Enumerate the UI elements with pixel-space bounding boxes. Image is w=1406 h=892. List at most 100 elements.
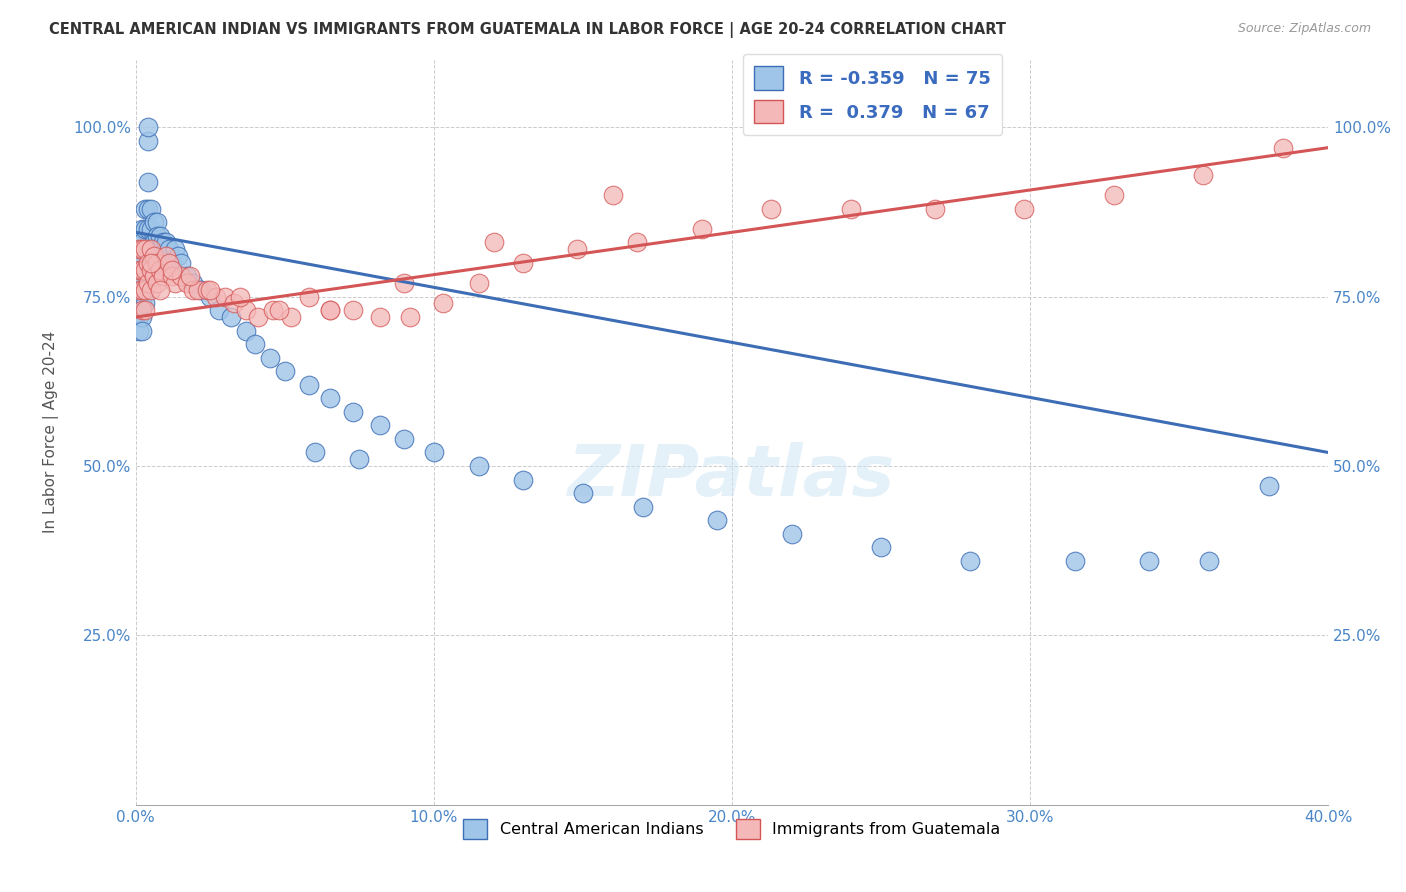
Point [128,296,150,310]
Point [166,249,188,263]
Point [134,242,156,256]
Point [1012,202,1035,216]
Point [631,500,654,514]
Point [870,541,893,555]
Text: ZIPatlas: ZIPatlas [568,442,896,511]
Point [399,310,422,324]
Legend: Central American Indians, Immigrants from Guatemala: Central American Indians, Immigrants fro… [457,813,1007,845]
Point [145,276,167,290]
Point [139,222,162,236]
Point [482,235,505,250]
Point [839,202,862,216]
Point [136,120,159,135]
Point [145,242,167,256]
Point [139,256,162,270]
Point [131,310,153,324]
Point [128,242,150,256]
Point [131,324,153,338]
Point [262,303,284,318]
Point [342,303,364,318]
Point [155,235,177,250]
Point [342,405,364,419]
Point [181,283,204,297]
Point [134,303,156,318]
Point [187,283,209,297]
Point [318,303,340,318]
Point [163,242,186,256]
Point [205,290,228,304]
Point [368,418,391,433]
Point [243,337,266,351]
Point [1272,141,1295,155]
Point [142,249,165,263]
Point [149,242,172,256]
Point [259,351,281,365]
Point [176,276,198,290]
Point [128,283,150,297]
Point [134,262,156,277]
Point [131,283,153,297]
Point [392,432,415,446]
Point [134,222,156,236]
Point [128,262,150,277]
Point [145,228,167,243]
Point [128,324,150,338]
Point [432,296,454,310]
Point [924,202,946,216]
Point [142,235,165,250]
Point [229,290,252,304]
Point [152,256,174,270]
Point [224,296,246,310]
Point [1257,479,1279,493]
Point [131,235,153,250]
Point [200,290,222,304]
Point [349,452,371,467]
Point [160,262,183,277]
Point [139,283,162,297]
Point [128,310,150,324]
Point [706,513,728,527]
Point [160,256,183,270]
Point [1137,554,1160,568]
Point [139,262,162,277]
Point [134,283,156,297]
Point [1198,554,1220,568]
Point [139,242,162,256]
Point [152,269,174,284]
Point [1063,554,1085,568]
Point [602,188,624,202]
Point [142,256,165,270]
Point [780,526,803,541]
Point [208,303,231,318]
Point [134,242,156,256]
Point [304,445,326,459]
Point [512,256,534,270]
Point [131,296,153,310]
Point [169,256,191,270]
Text: Source: ZipAtlas.com: Source: ZipAtlas.com [1237,22,1371,36]
Point [467,276,489,290]
Point [176,269,198,284]
Y-axis label: In Labor Force | Age 20-24: In Labor Force | Age 20-24 [44,331,59,533]
Point [145,256,167,270]
Point [136,202,159,216]
Point [467,458,489,473]
Point [235,324,257,338]
Point [131,283,153,297]
Point [149,283,172,297]
Point [247,310,270,324]
Point [131,303,153,318]
Point [155,249,177,263]
Point [157,242,180,256]
Point [136,222,159,236]
Point [200,283,222,297]
Point [759,202,782,216]
Point [190,283,212,297]
Point [626,235,648,250]
Point [512,473,534,487]
Point [298,290,321,304]
Point [572,486,595,500]
Point [197,283,219,297]
Point [134,296,156,310]
Point [139,242,162,256]
